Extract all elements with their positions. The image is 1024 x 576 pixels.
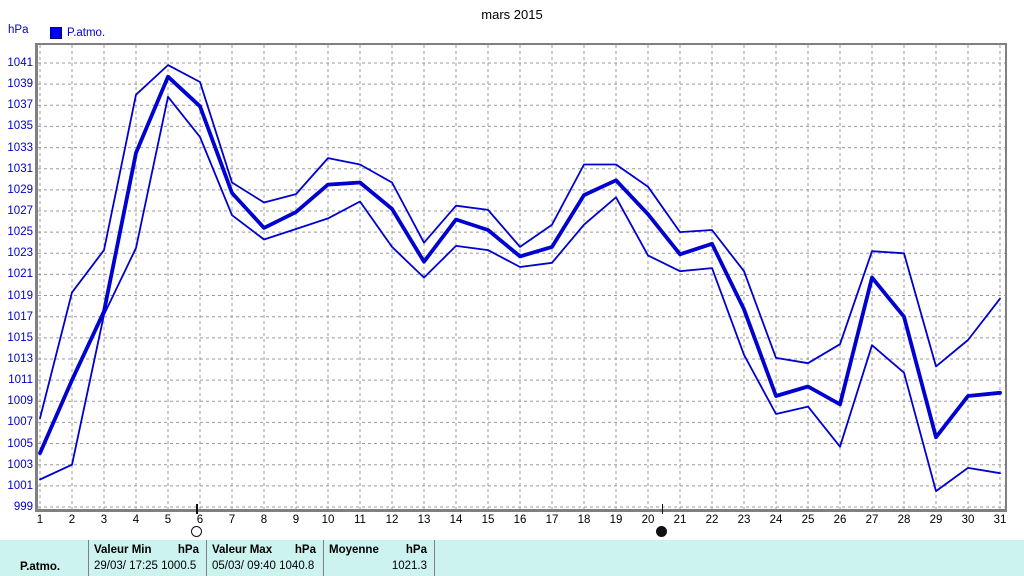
x-tick-label: 25 — [801, 514, 815, 526]
series-line-thin — [39, 95, 1001, 493]
y-tick-label: 1005 — [7, 437, 33, 450]
y-tick-label: 1001 — [7, 479, 33, 492]
x-tick-label: 5 — [164, 514, 172, 526]
y-tick-label: 1027 — [7, 204, 33, 217]
valeur-max-value: 05/03/ 09:40 1040.8 — [212, 560, 315, 572]
x-tick-label: 16 — [513, 514, 527, 526]
y-tick-label: 1009 — [7, 395, 33, 408]
y-tick-label: 999 — [13, 500, 33, 513]
x-tick-label: 10 — [321, 514, 335, 526]
x-tick-label: 22 — [705, 514, 719, 526]
y-tick-label: 1003 — [7, 458, 33, 471]
x-tick-label: 26 — [833, 514, 847, 526]
series-line-thick — [38, 74, 1002, 456]
x-tick-label: 20 — [641, 514, 655, 526]
y-tick-label: 1029 — [7, 183, 33, 196]
x-tick-label: 14 — [449, 514, 463, 526]
x-tick-label: 19 — [609, 514, 623, 526]
y-tick-label: 1023 — [7, 247, 33, 260]
y-tick-label: 1019 — [7, 289, 33, 302]
full-moon-marker-tick — [196, 504, 198, 514]
full-moon-marker-icon — [190, 526, 202, 537]
x-tick-label: 23 — [737, 514, 751, 526]
y-tick-label: 1013 — [7, 352, 33, 365]
x-tick-label: 2 — [68, 514, 76, 526]
x-tick-label: 15 — [481, 514, 495, 526]
valeur-max-header: Valeur Max — [212, 544, 273, 556]
moyenne-header: Moyenne — [329, 544, 379, 556]
moyenne-value: 1021.3 — [391, 560, 427, 572]
legend-label: P.atmo. — [67, 27, 106, 39]
x-tick-label: 4 — [132, 514, 140, 526]
x-tick-label: 29 — [929, 514, 943, 526]
x-tick-label: 28 — [897, 514, 911, 526]
new-moon-marker-icon — [656, 526, 668, 537]
x-tick-label: 8 — [260, 514, 268, 526]
series-line-thin — [39, 64, 1001, 420]
valeur-min-value: 29/03/ 17:25 1000.5 — [94, 560, 197, 572]
y-tick-label: 1041 — [7, 57, 33, 69]
legend-swatch-icon — [50, 27, 62, 39]
legend: P.atmo. — [50, 27, 105, 39]
x-tick-label: 3 — [100, 514, 108, 526]
moyenne-cell: Moyenne hPa 1021.3 — [323, 540, 434, 576]
moyenne-unit: hPa — [405, 544, 427, 556]
valeur-max-cell: Valeur Max hPa 05/03/ 09:40 1040.8 — [206, 540, 323, 576]
y-tick-label: 1007 — [7, 416, 33, 429]
valeur-min-unit: hPa — [177, 544, 199, 556]
y-tick-label: 1031 — [7, 162, 33, 175]
y-tick-label: 1011 — [8, 374, 33, 387]
y-tick-label: 1021 — [7, 268, 33, 281]
series-row-label: P.atmo. — [20, 561, 61, 573]
x-tick-label: 31 — [993, 514, 1007, 526]
x-tick-label: 9 — [292, 514, 300, 526]
x-tick-label: 17 — [545, 514, 559, 526]
valeur-min-cell: Valeur Min hPa 29/03/ 17:25 1000.5 — [88, 540, 206, 576]
y-tick-label: 1035 — [7, 120, 33, 133]
x-tick-label: 12 — [385, 514, 399, 526]
valeur-max-unit: hPa — [294, 544, 316, 556]
y-tick-label: 1039 — [7, 78, 33, 91]
x-tick-label: 7 — [228, 514, 236, 526]
pressure-line-chart — [38, 45, 1005, 509]
x-tick-label: 6 — [196, 514, 204, 526]
y-tick-label: 1033 — [7, 141, 33, 154]
y-tick-label: 1037 — [7, 99, 33, 112]
x-tick-label: 24 — [769, 514, 783, 526]
y-tick-label: 1015 — [7, 331, 33, 344]
plot-area — [35, 43, 1007, 512]
x-tick-label: 27 — [865, 514, 879, 526]
chart-title: mars 2015 — [481, 7, 543, 22]
x-tick-label: 18 — [577, 514, 591, 526]
valeur-min-header: Valeur Min — [94, 544, 152, 556]
summary-row-label-cell: P.atmo. — [0, 540, 88, 576]
x-tick-label: 11 — [354, 514, 366, 526]
y-tick-label: 1017 — [7, 310, 33, 323]
x-tick-label: 1 — [36, 514, 44, 526]
new-moon-marker-tick — [661, 504, 664, 514]
x-tick-label: 21 — [673, 514, 687, 526]
summary-table-filler-cell — [434, 540, 1024, 576]
y-axis-unit-label: hPa — [8, 24, 29, 36]
x-tick-label: 30 — [961, 514, 975, 526]
y-tick-label: 1025 — [7, 226, 33, 239]
summary-table: P.atmo. Valeur Min hPa 29/03/ 17:25 1000… — [0, 540, 1024, 576]
x-tick-label: 13 — [417, 514, 431, 526]
